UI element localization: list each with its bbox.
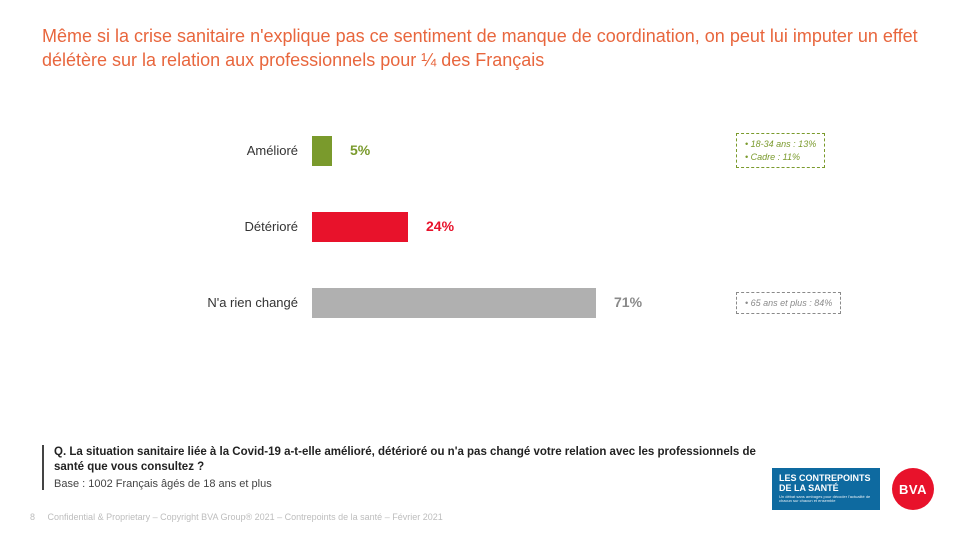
slide: Même si la crise sanitaire n'explique pa… [0, 0, 962, 538]
value-label: 71% [614, 294, 642, 310]
footer-text: Confidential & Proprietary – Copyright B… [48, 512, 443, 522]
callout-box: • 65 ans et plus : 84% [736, 292, 841, 314]
contrepoints-logo: LES CONTREPOINTS DE LA SANTÉ Un débat sa… [772, 468, 880, 510]
bar [312, 212, 408, 242]
slide-title: Même si la crise sanitaire n'explique pa… [42, 24, 920, 73]
callout-box: • 18-34 ans : 13% • Cadre : 11% [736, 133, 825, 167]
bar-chart: Amélioré 5% • 18-34 ans : 13% • Cadre : 11… [152, 133, 920, 321]
page-number: 8 [30, 512, 35, 522]
logo-area: LES CONTREPOINTS DE LA SANTÉ Un débat sa… [772, 468, 934, 510]
value-label: 5% [350, 142, 370, 158]
chart-row: Amélioré 5% • 18-34 ans : 13% • Cadre : 11… [152, 133, 920, 169]
question-block: Q. La situation sanitaire liée à la Covi… [42, 445, 762, 490]
value-label: 24% [426, 218, 454, 234]
category-label: Détérioré [152, 219, 312, 234]
contrepoints-title: LES CONTREPOINTS DE LA SANTÉ [779, 474, 873, 493]
bar-track [312, 212, 712, 242]
bar [312, 136, 332, 166]
bar-track [312, 136, 712, 166]
question-base: Base : 1002 Français âgés de 18 ans et p… [54, 478, 762, 490]
chart-row: Détérioré 24% [152, 209, 920, 245]
bva-text: BVA [899, 482, 927, 497]
category-label: N'a rien changé [152, 295, 312, 310]
question-text: Q. La situation sanitaire liée à la Covi… [54, 445, 762, 476]
category-label: Amélioré [152, 143, 312, 158]
footer: 8 Confidential & Proprietary – Copyright… [30, 512, 443, 522]
contrepoints-sub: Un débat sans ambages pour décoder l'act… [779, 495, 873, 504]
bar [312, 288, 596, 318]
chart-row: N'a rien changé 71% • 65 ans et plus : 84% [152, 285, 920, 321]
bva-logo: BVA [892, 468, 934, 510]
bar-track [312, 288, 712, 318]
